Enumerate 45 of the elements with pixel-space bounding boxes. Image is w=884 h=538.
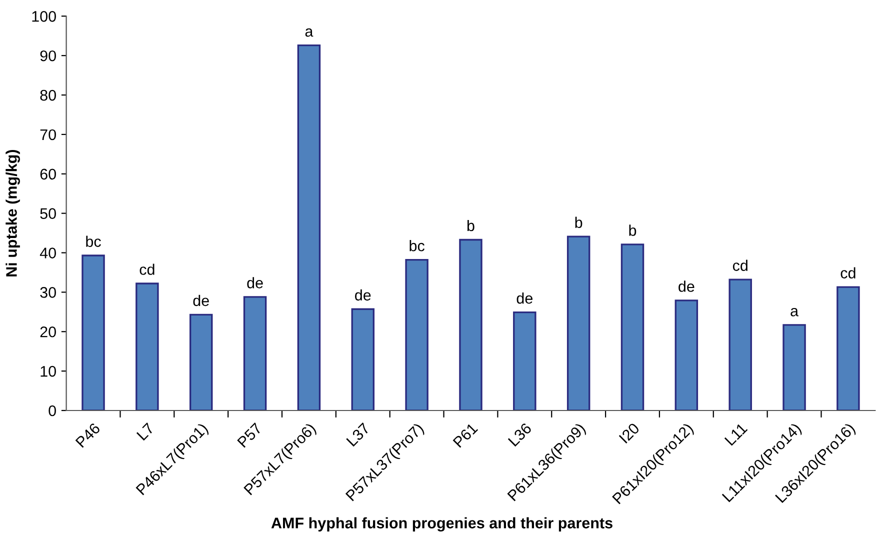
annotation: bc [410,240,424,252]
bar [82,254,105,410]
annotation: de [516,292,532,304]
bar [243,296,267,410]
annotation: b [629,224,636,236]
bar [836,286,860,410]
annotation: de [355,289,371,301]
bar [136,282,159,410]
annotation: b [575,216,582,228]
bar [459,238,482,410]
bar [728,278,752,410]
bar [297,44,321,410]
y-tick-label: 80 [40,90,56,101]
y-tick-label: 100 [32,11,56,22]
annotation: bc [86,236,101,247]
y-axis-title: Ni uptake (mg/kg) [6,150,20,276]
y-tick-label: 10 [40,366,56,377]
annotation: cd [732,260,748,271]
annotation: de [193,294,209,306]
bar [351,308,374,410]
annotation: de [247,277,263,288]
bar [674,300,698,410]
annotation: de [678,280,694,292]
y-tick-label: 60 [40,168,56,180]
bar [405,259,428,410]
annotation: a [790,308,799,316]
y-tick-label: 90 [40,50,56,62]
y-tick-label: 0 [48,405,56,416]
y-tick-label: 70 [40,129,56,140]
bar [782,324,806,410]
y-tick-label: 30 [40,287,56,298]
bar [189,314,213,410]
annotation: cd [140,264,154,275]
annotation: a [305,28,314,37]
annotation: cd [840,267,856,278]
annotation: b [467,220,474,232]
x-axis-title: AMF hyphal fusion progenies and their parents [271,517,612,532]
y-tick-label: 40 [40,248,56,258]
x-tick-label: P46 [75,422,101,448]
y-tick-label: 50 [40,208,56,220]
x-tick-label: P61 [452,422,478,448]
bar [620,244,644,410]
bar [513,311,536,410]
bar [566,236,590,410]
y-tick-label: 20 [40,326,56,338]
